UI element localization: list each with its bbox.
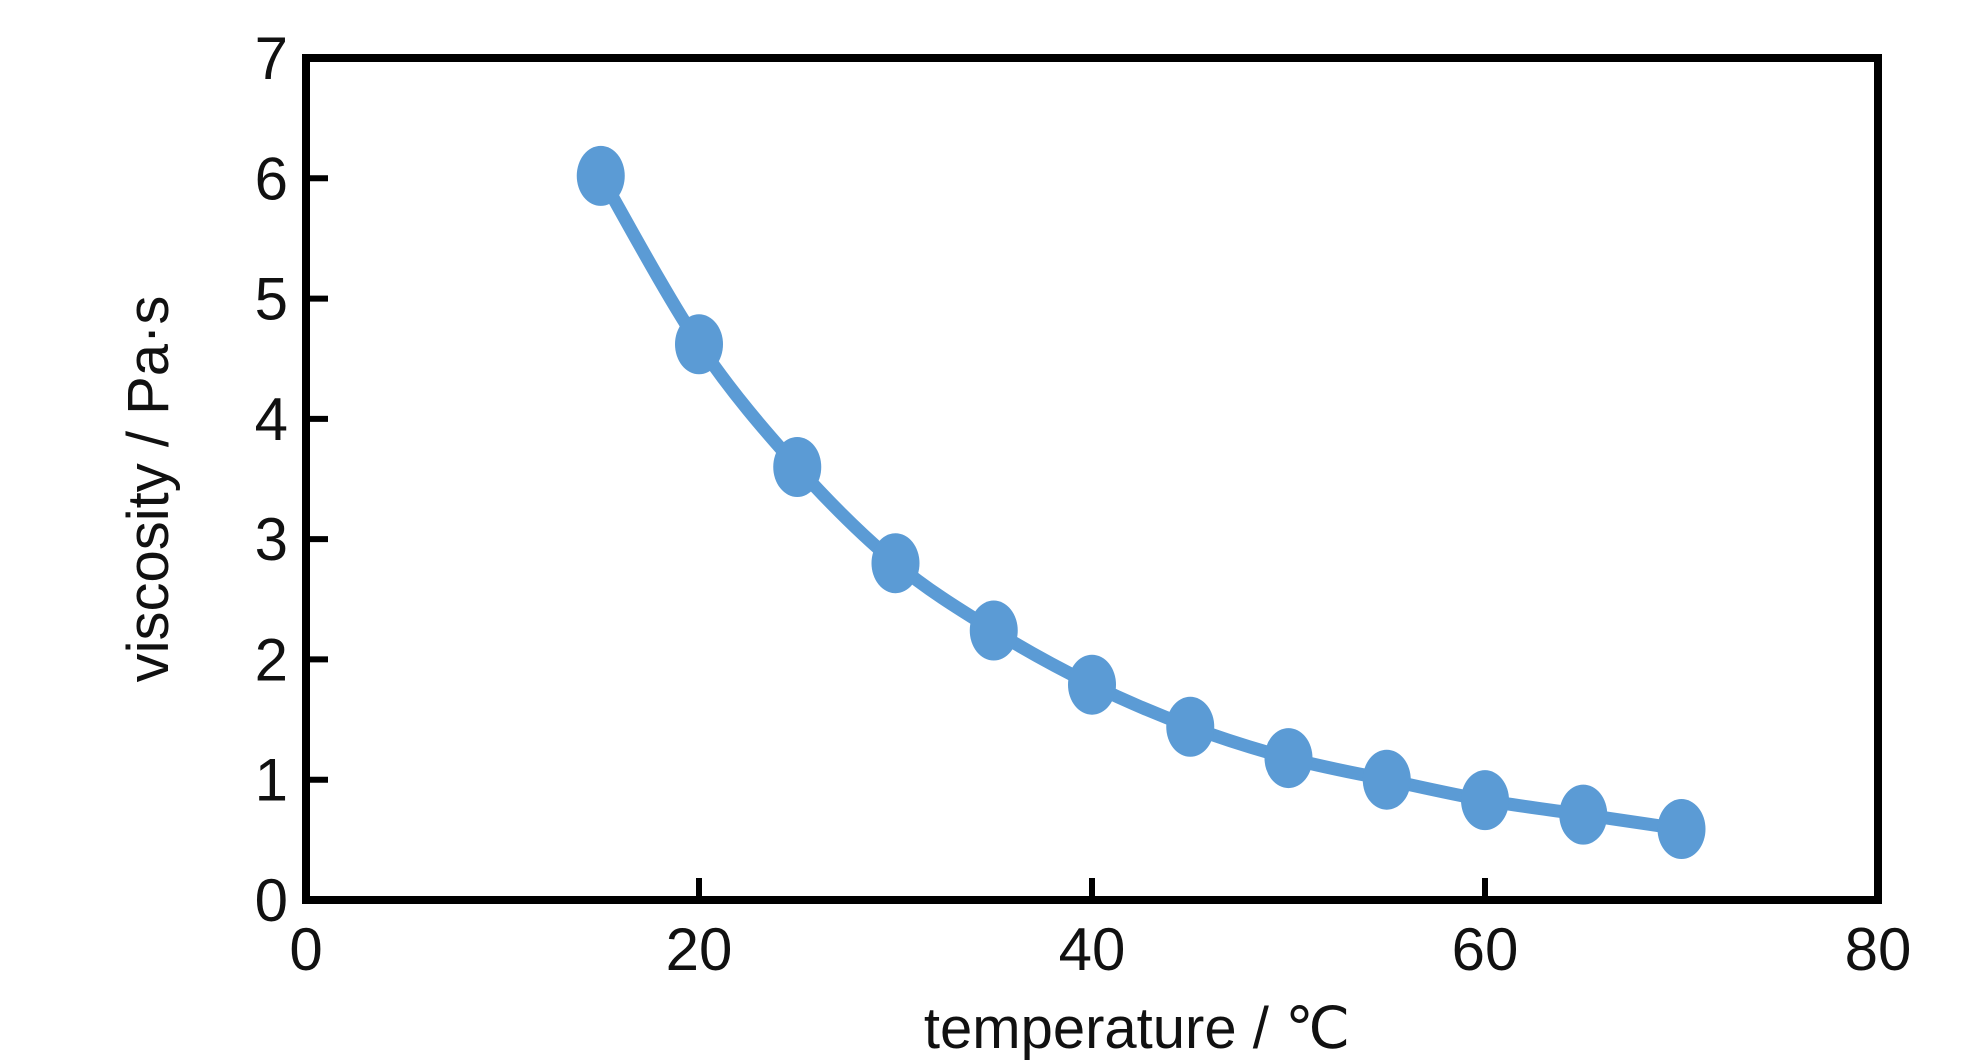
data-point bbox=[969, 600, 1018, 661]
y-tick-label: 1 bbox=[255, 747, 288, 814]
y-tick-label: 0 bbox=[255, 867, 288, 934]
x-tick-label: 40 bbox=[1059, 916, 1126, 983]
y-tick-label: 3 bbox=[255, 506, 288, 573]
data-point bbox=[1068, 654, 1116, 715]
data-point bbox=[871, 533, 920, 594]
y-tick-label: 2 bbox=[255, 626, 288, 693]
data-points bbox=[576, 145, 1706, 860]
y-tick-labels: 0 1 2 3 4 5 6 7 bbox=[255, 25, 288, 934]
data-point bbox=[1461, 770, 1509, 831]
series-line bbox=[594, 169, 1688, 836]
data-point bbox=[1264, 728, 1313, 789]
data-point bbox=[773, 436, 822, 497]
data-point bbox=[1166, 696, 1215, 757]
y-axis-title: viscosity / Pa·s bbox=[116, 296, 181, 683]
data-point bbox=[675, 314, 723, 375]
y-tick-label: 4 bbox=[255, 386, 288, 453]
x-axis-title: temperature / ℃ bbox=[924, 996, 1350, 1061]
data-point bbox=[1657, 799, 1706, 860]
y-tick-label: 7 bbox=[255, 25, 288, 92]
y-tick-label: 6 bbox=[255, 145, 288, 212]
x-tick-label: 20 bbox=[666, 916, 733, 983]
data-point bbox=[1559, 784, 1608, 845]
x-tick-label: 80 bbox=[1845, 916, 1912, 983]
plot-frame bbox=[302, 54, 1882, 904]
data-point bbox=[1362, 749, 1411, 810]
x-tick-label: 60 bbox=[1452, 916, 1519, 983]
y-tick-label: 5 bbox=[255, 266, 288, 333]
x-tick-label: 0 bbox=[289, 916, 322, 983]
data-point bbox=[576, 145, 625, 206]
x-tick-labels: 0 20 40 60 80 bbox=[289, 916, 1911, 983]
